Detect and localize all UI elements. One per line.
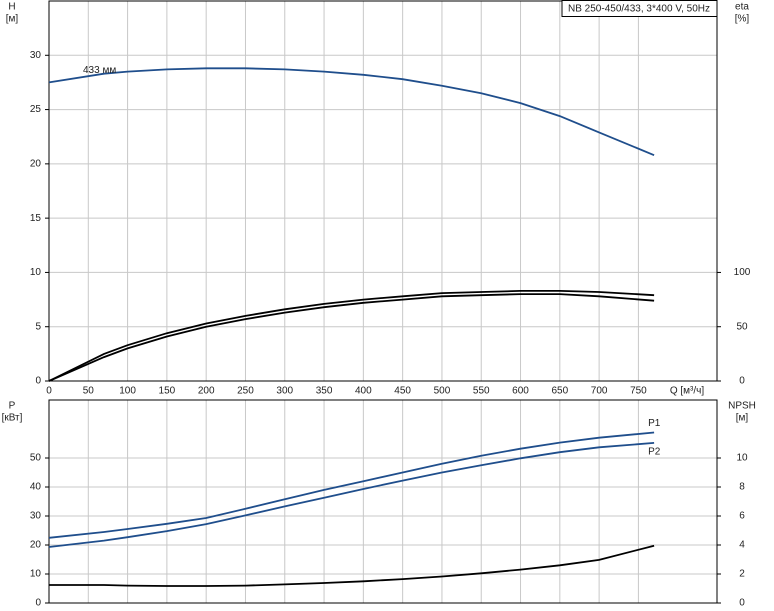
curve-label: 433 мм [83,65,116,76]
y2-axis-label: [м] [736,413,749,424]
y-tick-label: 15 [30,213,42,224]
x-tick-label: 300 [276,386,293,397]
x-tick-label: 550 [473,386,490,397]
y-tick-label: 25 [30,104,42,115]
y2-tick-label: 4 [739,540,745,551]
x-tick-label: 750 [630,386,647,397]
curve [48,442,655,548]
curve [49,544,655,587]
curve [48,67,655,157]
x-tick-label: 600 [512,386,529,397]
y-tick-label: 50 [30,453,42,464]
plot-frame [48,0,718,382]
x-tick-label: 200 [198,386,215,397]
x-tick-label: 450 [394,386,411,397]
y-tick-label: 0 [35,598,41,609]
y-axis-label: H [8,2,15,13]
curve-label: P1 [648,418,661,429]
y-axis-label: P [9,401,16,412]
x-tick-label: 0 [46,386,52,397]
y2-tick-label: 0 [739,376,745,387]
x-tick-label: 100 [119,386,136,397]
plot-frame [48,399,718,604]
title-box [561,0,718,17]
y2-tick-label: 10 [736,453,748,464]
chart-title: NB 250-450/433, 3*400 V, 50Hz [568,4,710,15]
x-tick-label: 700 [591,386,608,397]
x-tick-label: 400 [355,386,372,397]
y-tick-label: 10 [30,267,42,278]
y2-tick-label: 100 [734,267,751,278]
x-tick-label: 350 [316,386,333,397]
y-tick-label: 30 [30,50,42,61]
y-tick-label: 30 [30,511,42,522]
curve [48,431,655,539]
y-axis-label: [кВт] [2,413,23,424]
y2-axis-label: [%] [735,14,750,25]
curve [48,290,655,382]
x-tick-label: 50 [83,386,95,397]
y-tick-label: 20 [30,540,42,551]
curve-label: P2 [648,447,661,458]
y-tick-label: 10 [30,569,42,580]
y-tick-label: 0 [35,376,41,387]
x-tick-label: 500 [434,386,451,397]
y2-axis-label: eta [735,2,749,13]
x-tick-label: 250 [237,386,254,397]
y2-tick-label: 2 [739,569,745,580]
y-tick-label: 40 [30,482,42,493]
y2-axis-label: NPSH [728,401,756,412]
y2-tick-label: 50 [736,321,748,332]
y-tick-label: 5 [35,321,41,332]
curve [48,293,655,382]
y2-tick-label: 0 [739,598,745,609]
x-tick-label: 650 [551,386,568,397]
x-axis-label: Q [м³/ч] [670,386,705,397]
plot: 0 50 100 150 200 250 300 350 400 450 500 550 600 650 7… [2,0,756,609]
x-tick-label: 150 [159,386,176,397]
y-axis-label: [м] [6,14,19,25]
y2-tick-label: 8 [739,482,745,493]
y-tick-label: 20 [30,158,42,169]
y2-tick-label: 6 [739,511,745,522]
